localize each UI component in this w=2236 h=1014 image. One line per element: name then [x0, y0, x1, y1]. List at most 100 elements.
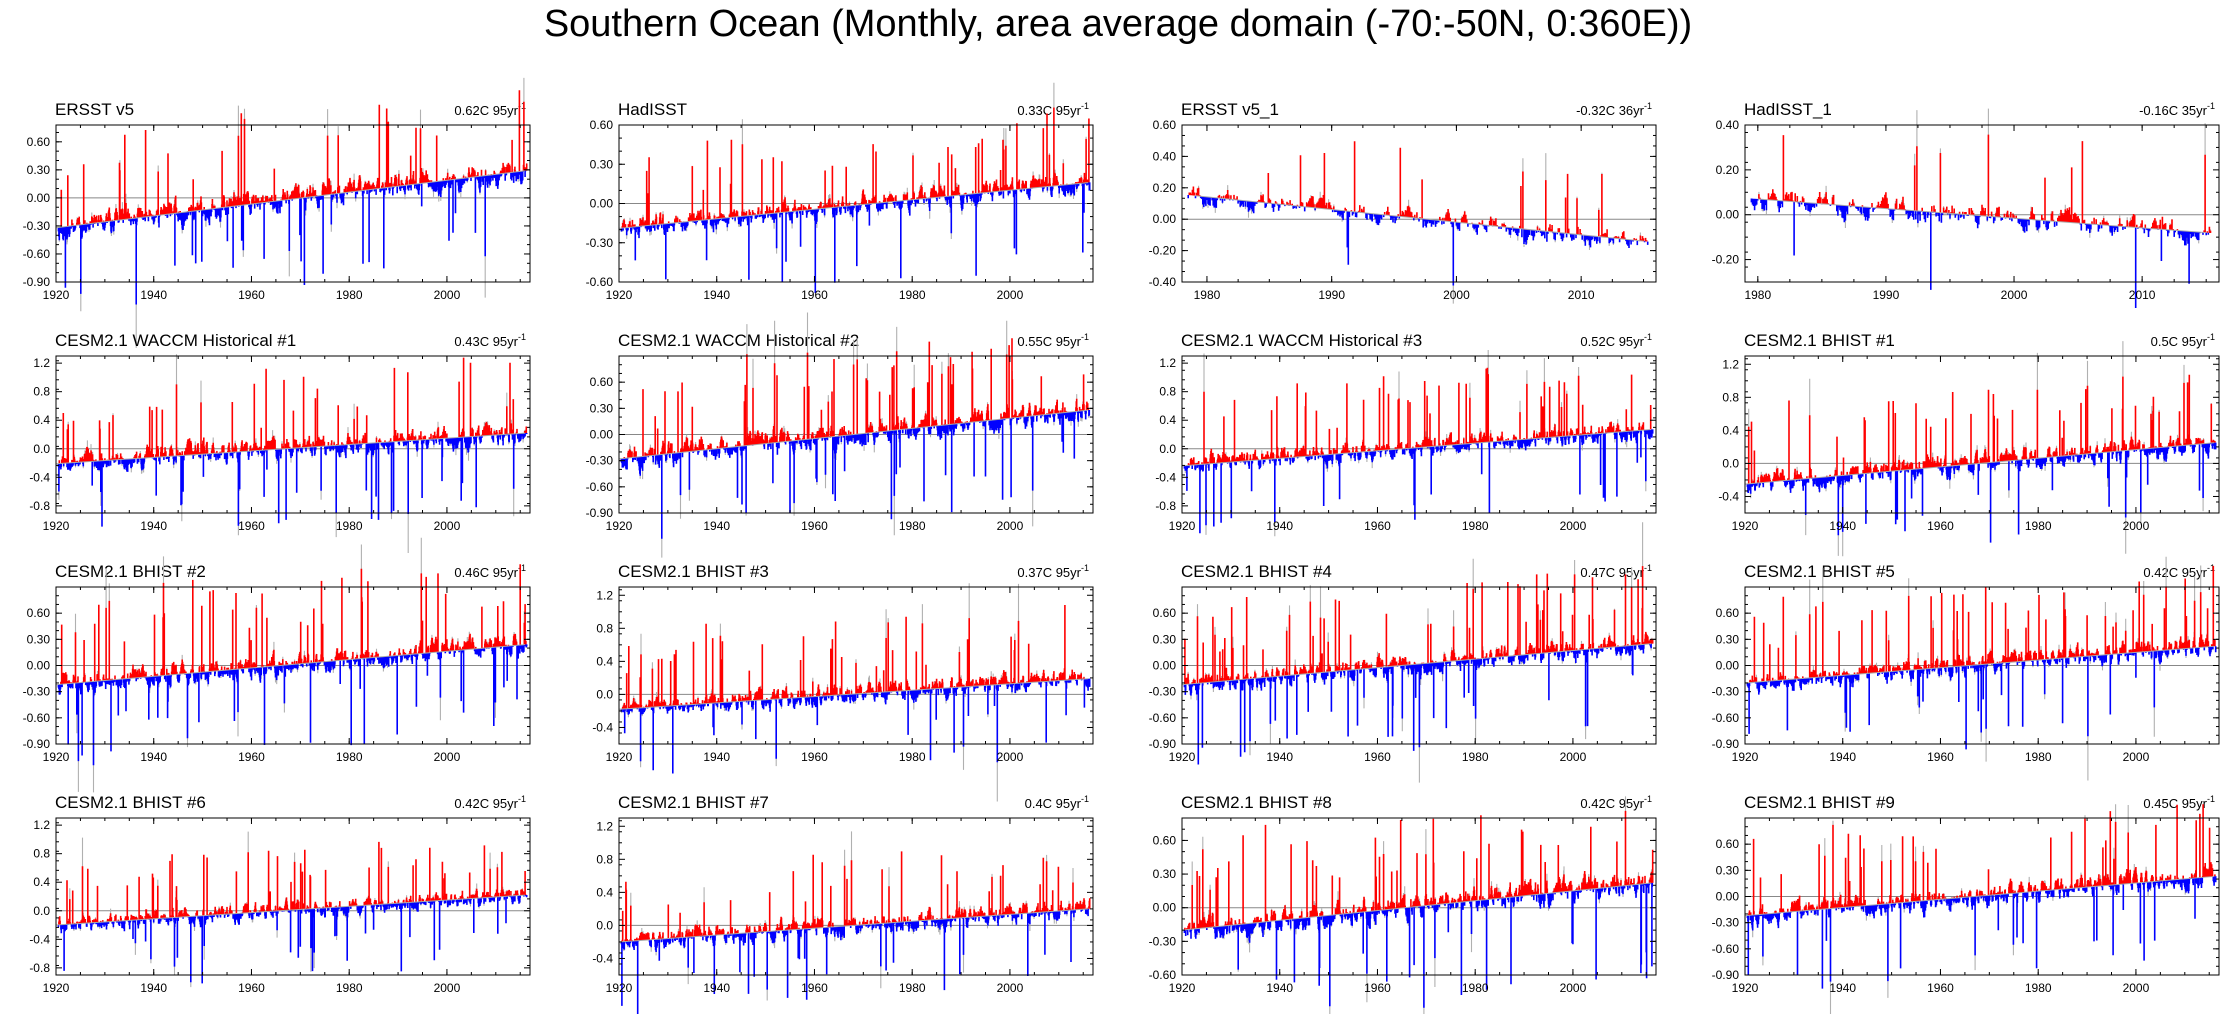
- y-tick-label: 0.00: [1153, 212, 1177, 226]
- y-tick-label: -0.4: [1718, 489, 1739, 503]
- y-tick-label: 0.60: [1153, 833, 1177, 847]
- anomaly-positive-bars: [58, 841, 527, 925]
- panel-title: CESM2.1 BHIST #4: [1181, 562, 1332, 581]
- y-tick-label: -0.60: [23, 711, 51, 725]
- anomaly-negative-bars: [1183, 643, 1652, 765]
- panel-title: CESM2.1 BHIST #9: [1744, 793, 1895, 812]
- plot-frame: [1181, 355, 1657, 514]
- x-tick-label: 1990: [1873, 288, 1900, 302]
- y-tick-label: 0.60: [590, 375, 614, 389]
- y-tick-label: -0.60: [23, 247, 51, 261]
- trend-line: [618, 678, 1089, 710]
- x-tick-label: 2010: [2129, 288, 2156, 302]
- x-tick-label: 1920: [1732, 519, 1759, 533]
- x-tick-label: 1960: [238, 981, 265, 995]
- x-tick-label: 1980: [899, 750, 926, 764]
- y-tick-label: 0.00: [1716, 890, 1740, 904]
- panel-title: CESM2.1 WACCM Historical #1: [55, 331, 296, 350]
- x-tick-label: 1980: [899, 519, 926, 533]
- y-tick-label: -0.30: [23, 685, 51, 699]
- y-tick-label: 0.30: [590, 157, 614, 171]
- x-tick-label: 2000: [434, 288, 461, 302]
- anomaly-positive-bars: [1187, 367, 1652, 466]
- y-tick-label: 0.00: [590, 428, 614, 442]
- y-tick-label: 0.0: [596, 687, 613, 701]
- panel-11: CESM2.1 BHIST #4 0.47C 95yr-1 0.60 0.30 0.00…: [1149, 522, 1657, 783]
- panel-title: CESM2.1 BHIST #2: [55, 562, 206, 581]
- y-tick-label: 0.00: [1716, 208, 1740, 222]
- x-tick-label: 1940: [140, 288, 167, 302]
- x-tick-label: 2000: [2123, 981, 2150, 995]
- x-tick-label: 1940: [703, 981, 730, 995]
- anomaly-positive-bars: [1758, 134, 2212, 233]
- y-tick-label: 0.30: [1153, 867, 1177, 881]
- y-tick-label: 0.60: [590, 118, 614, 132]
- y-tick-label: -0.4: [29, 470, 50, 484]
- y-tick-label: -0.4: [592, 720, 613, 734]
- anomaly-positive-bars: [623, 338, 1091, 459]
- anomaly-positive-bars: [60, 90, 528, 228]
- x-tick-label: 2000: [1560, 519, 1587, 533]
- x-tick-label: 1920: [606, 981, 633, 995]
- x-tick-label: 1980: [336, 288, 363, 302]
- x-tick-label: 1960: [1927, 519, 1954, 533]
- y-tick-label: -0.30: [586, 236, 614, 250]
- x-tick-label: 2000: [434, 519, 461, 533]
- panel-title: CESM2.1 BHIST #1: [1744, 331, 1895, 350]
- panel-title: CESM2.1 WACCM Historical #2: [618, 331, 859, 350]
- y-tick-label: -0.90: [1712, 737, 1740, 751]
- x-tick-label: 1920: [1732, 750, 1759, 764]
- y-tick-label: 0.8: [1722, 390, 1739, 404]
- trend-line: [1181, 643, 1652, 686]
- anomaly-positive-bars: [1747, 374, 2216, 484]
- y-tick-label: 0.8: [596, 621, 613, 635]
- x-tick-label: 1940: [1266, 750, 1293, 764]
- panel-14: CESM2.1 BHIST #7 0.4C 95yr-1 1.2 0.8 0.4 0.0 -…: [592, 793, 1094, 1014]
- trend-annotation: 0.5C 95yr-1: [2151, 332, 2215, 349]
- x-tick-label: 1940: [140, 750, 167, 764]
- trend-line: [55, 894, 526, 926]
- trend-annotation: 0.42C 95yr-1: [1580, 794, 1652, 811]
- y-tick-label: 0.20: [1153, 181, 1177, 195]
- plot-frame: [618, 586, 1094, 745]
- anomaly-negative-bars: [1187, 195, 1649, 286]
- trend-annotation: 0.42C 95yr-1: [454, 794, 526, 811]
- y-tick-label: 1.2: [33, 356, 50, 370]
- y-tick-label: 0.40: [1716, 118, 1740, 132]
- x-tick-label: 1980: [336, 750, 363, 764]
- x-tick-label: 1960: [801, 519, 828, 533]
- plot-frame: [1744, 355, 2220, 514]
- x-tick-label: 1940: [1829, 519, 1856, 533]
- y-tick-label: 0.0: [1722, 456, 1739, 470]
- trend-line: [618, 409, 1089, 460]
- trend-annotation: 0.46C 95yr-1: [454, 563, 526, 580]
- x-tick-label: 2000: [997, 519, 1024, 533]
- x-tick-label: 1920: [43, 519, 70, 533]
- panel-12: CESM2.1 BHIST #5 0.42C 95yr-1 0.60 0.30 0.00…: [1712, 556, 2220, 781]
- x-tick-label: 1960: [801, 750, 828, 764]
- anomaly-positive-bars: [1184, 810, 1654, 930]
- x-tick-label: 2000: [2123, 750, 2150, 764]
- panel-10: CESM2.1 BHIST #3 0.37C 95yr-1 1.2 0.8 0.4 0.0…: [592, 562, 1094, 802]
- x-tick-label: 1960: [1364, 750, 1391, 764]
- trend-line: [1181, 429, 1652, 467]
- y-tick-label: 0.30: [1716, 863, 1740, 877]
- trend-annotation: 0.4C 95yr-1: [1025, 794, 1089, 811]
- x-tick-label: 1980: [1462, 750, 1489, 764]
- panel-title: CESM2.1 WACCM Historical #3: [1181, 331, 1422, 350]
- anomaly-positive-bars: [621, 605, 1085, 710]
- panel-title: HadISST_1: [1744, 100, 1832, 119]
- x-tick-label: 1940: [703, 519, 730, 533]
- x-tick-label: 1920: [43, 981, 70, 995]
- y-tick-label: 0.30: [1716, 632, 1740, 646]
- y-tick-label: 0.60: [1716, 606, 1740, 620]
- x-tick-label: 1960: [801, 288, 828, 302]
- y-tick-label: -0.30: [1149, 685, 1177, 699]
- x-tick-label: 1990: [1318, 288, 1345, 302]
- y-tick-label: 0.4: [596, 654, 613, 668]
- panel-title: CESM2.1 BHIST #8: [1181, 793, 1332, 812]
- y-tick-label: 0.00: [590, 197, 614, 211]
- y-tick-label: 0.60: [1153, 606, 1177, 620]
- trend-annotation: 0.47C 95yr-1: [1580, 563, 1652, 580]
- y-tick-label: 0.8: [33, 847, 50, 861]
